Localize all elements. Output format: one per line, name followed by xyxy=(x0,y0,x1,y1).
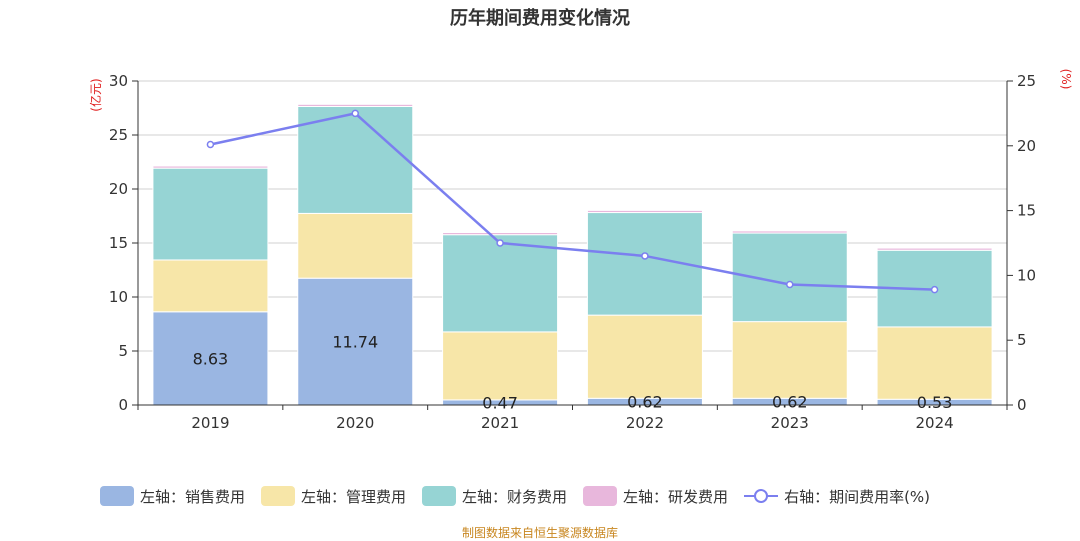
axes: 0 5 10 15 20 25 30 0 5 10 15 20 25 (亿元) (%) 2019 2020 202… xyxy=(88,69,1073,432)
left-tick-label-10: 10 xyxy=(109,288,128,306)
legend-label-admin: 左轴：管理费用 xyxy=(301,487,407,506)
left-tick-label-0: 0 xyxy=(118,396,128,414)
bar-2024-s3 xyxy=(876,247,993,251)
right-axis-unit-label: (%) xyxy=(1059,69,1073,90)
bar-2021-s2 xyxy=(442,234,559,333)
rate-point-2019 xyxy=(206,140,215,149)
data-label-sales-2021: 0.47 xyxy=(482,393,518,412)
bar-2020-s0 xyxy=(297,277,414,406)
source-note: 制图数据来自恒生聚源数据库 xyxy=(461,526,618,540)
left-tick-label-20: 20 xyxy=(109,180,128,198)
right-tick-label-25: 25 xyxy=(1017,72,1036,90)
bar-2020-s1 xyxy=(297,212,414,279)
data-label-sales-2022: 0.62 xyxy=(627,393,663,412)
rate-line xyxy=(210,112,935,291)
data-labels: 8.63 11.74 0.47 0.62 0.62 0.53 xyxy=(193,333,953,413)
data-label-sales-2019: 8.63 xyxy=(193,349,229,368)
chart-title: 历年期间费用变化情况 xyxy=(450,8,630,29)
bar-2022-s3 xyxy=(586,209,703,214)
left-tick-label-30: 30 xyxy=(109,72,128,90)
legend-label-rate: 右轴：期间费用率(%) xyxy=(784,487,931,506)
legend-label-rnd: 左轴：研发费用 xyxy=(623,487,729,506)
legend-item-rate[interactable]: 右轴：期间费用率(%) xyxy=(744,486,930,507)
legend-label-finance: 左轴：财务费用 xyxy=(462,487,568,506)
legend-swatch-sales xyxy=(100,486,134,506)
x-label-2024: 2024 xyxy=(915,414,953,432)
left-axis-unit-label: (亿元) xyxy=(88,78,103,111)
left-tick-label-5: 5 xyxy=(118,342,128,360)
bar-2020-s2 xyxy=(297,105,414,214)
right-tick-label-15: 15 xyxy=(1017,202,1036,220)
bar-2024-s1 xyxy=(876,326,993,400)
bar-2021-s3 xyxy=(442,232,559,236)
bar-2023-s1 xyxy=(731,321,848,399)
left-tick-label-15: 15 xyxy=(109,234,128,252)
left-tick-label-25: 25 xyxy=(109,126,128,144)
rate-point-2022 xyxy=(641,252,649,260)
x-label-2020: 2020 xyxy=(336,414,374,432)
bar-2020-s3 xyxy=(297,103,414,107)
legend-swatch-admin xyxy=(261,486,296,506)
data-label-sales-2023: 0.62 xyxy=(772,393,808,412)
right-tick-label-10: 10 xyxy=(1017,266,1036,284)
legend-item-sales[interactable]: 左轴：销售费用 xyxy=(100,486,245,507)
bar-2021-s1 xyxy=(442,331,559,401)
legend-swatch-rnd xyxy=(583,486,618,506)
rate-point-2021 xyxy=(496,239,504,247)
x-label-2021: 2021 xyxy=(481,414,519,432)
x-label-2019: 2019 xyxy=(191,414,229,432)
bar-2019-s1 xyxy=(152,259,269,313)
rate-point-2023 xyxy=(786,280,794,289)
legend-item-rnd[interactable]: 左轴：研发费用 xyxy=(583,486,728,507)
rate-point-2020 xyxy=(351,109,359,118)
right-tick-label-0: 0 xyxy=(1017,396,1027,414)
x-label-2022: 2022 xyxy=(626,414,664,432)
legend-item-admin[interactable]: 左轴：管理费用 xyxy=(261,486,406,507)
bar-2022-s1 xyxy=(586,314,703,399)
bar-2019-s3 xyxy=(152,165,269,169)
legend-line-marker-icon xyxy=(744,489,779,503)
bar-2023-s3 xyxy=(731,230,848,234)
legend: 左轴：销售费用 左轴：管理费用 左轴：财务费用 左轴：研发费用 右轴：期间费用率… xyxy=(100,484,946,508)
rate-point-2024 xyxy=(930,285,939,294)
bar-series-group xyxy=(152,103,993,406)
data-label-sales-2024: 0.53 xyxy=(917,393,953,412)
data-label-sales-2020: 11.74 xyxy=(332,333,378,352)
bar-2019-s2 xyxy=(152,167,269,261)
legend-item-finance[interactable]: 左轴：财务费用 xyxy=(422,486,567,507)
rate-line-group xyxy=(206,109,939,294)
x-label-2023: 2023 xyxy=(771,414,809,432)
right-tick-label-5: 5 xyxy=(1017,331,1027,349)
right-tick-label-20: 20 xyxy=(1017,137,1036,155)
legend-swatch-finance xyxy=(422,486,457,506)
grid-lines xyxy=(138,80,1007,352)
legend-label-sales: 左轴：销售费用 xyxy=(140,487,246,506)
